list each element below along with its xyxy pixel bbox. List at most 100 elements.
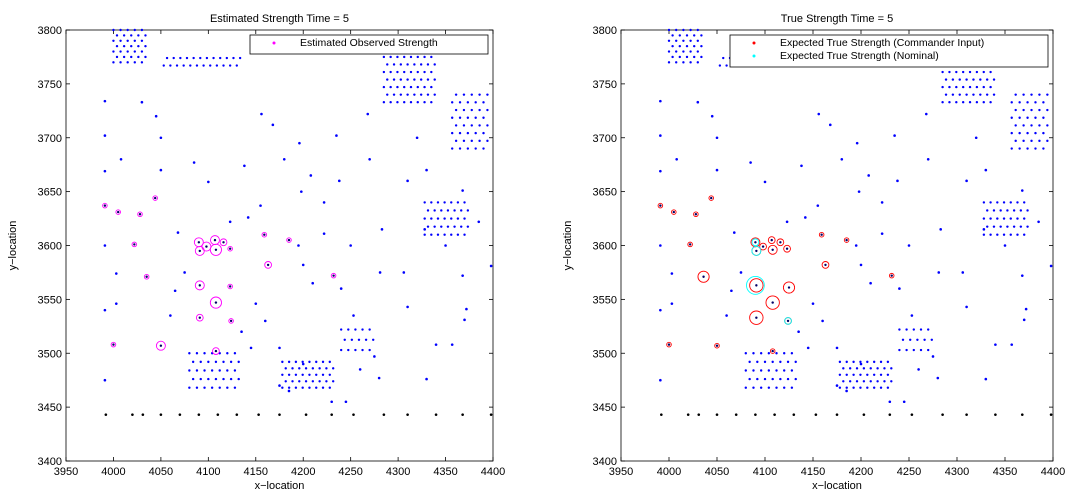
cluster-point <box>845 360 848 364</box>
data-point <box>670 302 674 305</box>
cluster-point <box>1026 101 1029 104</box>
data-point <box>751 245 762 256</box>
y-tick-label: 3750 <box>38 79 62 91</box>
data-point <box>896 179 899 183</box>
data-point <box>862 413 866 416</box>
cluster-point <box>443 233 446 236</box>
cluster-point <box>955 70 958 74</box>
cluster-point <box>450 147 454 150</box>
cluster-point <box>486 124 489 127</box>
cluster-point <box>972 93 975 96</box>
data-point <box>767 244 778 255</box>
y-axis-label: y−location <box>562 221 574 271</box>
cluster-point <box>304 367 308 370</box>
cluster-point <box>291 367 294 370</box>
cluster-point <box>1026 131 1029 135</box>
data-point-center <box>263 233 266 236</box>
cluster-point <box>218 56 222 60</box>
data-point <box>984 377 988 381</box>
cluster-point <box>287 373 291 376</box>
data-point <box>110 341 117 348</box>
data-point-center <box>103 204 107 207</box>
cluster-point <box>1042 147 1045 150</box>
cluster-point <box>321 386 325 389</box>
series-expected-true-strength-commander-input <box>657 195 895 354</box>
cluster-point <box>228 64 232 67</box>
cluster-point <box>1002 201 1006 204</box>
data-point <box>714 342 720 349</box>
data-point <box>278 384 281 387</box>
cluster-point <box>478 108 481 112</box>
cluster-point <box>416 55 419 59</box>
data-point <box>114 302 118 305</box>
cluster-point <box>458 131 462 135</box>
cluster-point <box>838 360 842 364</box>
data-point <box>804 216 807 219</box>
cluster-point <box>185 56 189 60</box>
cluster-point <box>214 360 218 364</box>
cluster-point <box>175 64 179 67</box>
cluster-point <box>700 44 703 48</box>
data-point-center <box>702 275 705 278</box>
data-point <box>103 169 107 173</box>
cluster-point <box>354 328 357 331</box>
data-point <box>869 281 872 285</box>
data-point-center <box>672 210 675 214</box>
cluster-point <box>130 34 133 37</box>
cluster-point <box>126 50 129 53</box>
cluster-point <box>382 55 386 59</box>
cluster-point <box>996 217 999 220</box>
x-axis-label: x−location <box>812 480 862 492</box>
data-point <box>349 244 352 247</box>
data-point <box>159 168 163 172</box>
data-point <box>936 376 940 380</box>
cluster-point <box>426 209 430 212</box>
cluster-point <box>291 380 294 383</box>
cluster-point <box>392 78 396 81</box>
data-point-center <box>771 301 774 304</box>
cluster-point <box>1010 147 1013 150</box>
data-point <box>415 136 419 140</box>
data-point <box>335 134 338 137</box>
cluster-point <box>423 233 426 236</box>
cluster-point <box>426 78 430 81</box>
cluster-point <box>470 124 473 127</box>
data-point <box>358 368 362 371</box>
cluster-point <box>794 377 797 381</box>
data-point <box>243 164 246 168</box>
cluster-point <box>458 147 462 150</box>
data-point <box>867 174 870 177</box>
cluster-point <box>763 360 767 364</box>
cluster-point <box>1016 217 1019 220</box>
cluster-point <box>144 44 147 48</box>
y-tick-label: 3500 <box>38 348 62 360</box>
cluster-point <box>195 386 199 389</box>
cluster-point <box>1010 131 1013 135</box>
cluster-point <box>389 85 392 89</box>
cluster-point <box>1016 201 1019 204</box>
cluster-point <box>838 386 842 389</box>
cluster-point <box>1046 108 1049 112</box>
cluster-point <box>463 233 466 236</box>
cluster-point <box>122 34 126 37</box>
cluster-point <box>759 369 763 372</box>
data-point <box>893 134 896 137</box>
cluster-point <box>133 61 136 64</box>
data-point <box>183 271 186 274</box>
cluster-point <box>965 78 968 81</box>
cluster-point <box>999 225 1002 228</box>
cluster-point <box>215 64 219 67</box>
cluster-point <box>916 338 919 341</box>
cluster-point <box>188 369 191 372</box>
cluster-point <box>436 201 440 204</box>
cluster-point <box>951 93 955 96</box>
data-point <box>765 295 780 310</box>
data-point <box>103 134 107 137</box>
unit-clusters <box>112 28 489 389</box>
data-point <box>855 141 859 145</box>
data-point <box>261 231 268 238</box>
cluster-point <box>979 93 982 96</box>
cluster-point <box>430 233 433 236</box>
cluster-point <box>975 100 979 104</box>
cluster-point <box>478 139 481 143</box>
